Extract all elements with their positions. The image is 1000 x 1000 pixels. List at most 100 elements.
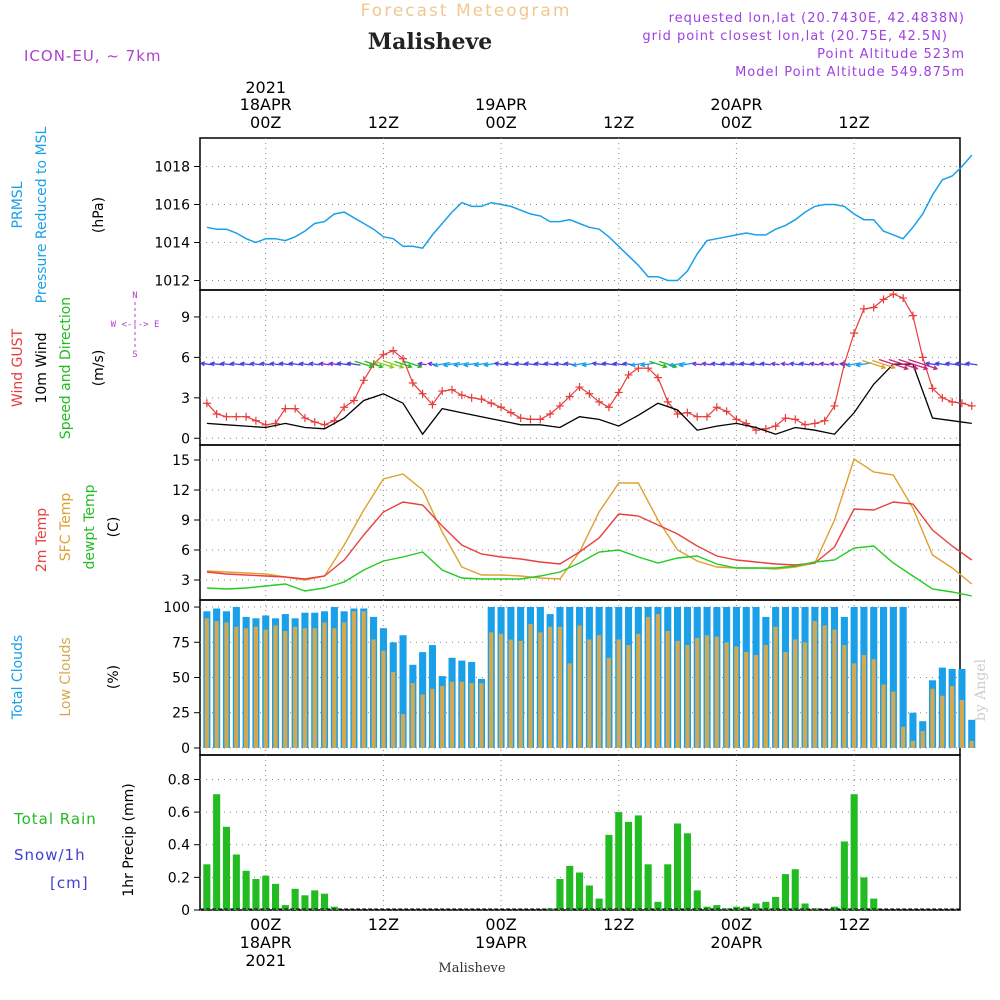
bar-rain: [213, 794, 221, 910]
temp-unit: (C): [106, 517, 122, 538]
tick-label-y: 0: [181, 903, 190, 919]
compass-n: N: [132, 291, 137, 301]
gust-point: [310, 418, 319, 427]
gust-point: [585, 389, 594, 398]
gust-point: [359, 376, 368, 385]
gust-point: [202, 399, 211, 408]
model-label: ICON-EU, ~ 7km: [24, 47, 162, 65]
wind-direction-arrow: [209, 361, 223, 367]
bar-rain: [634, 815, 642, 910]
bar-total-clouds: [909, 712, 917, 748]
gust-point: [546, 410, 555, 418]
gust-point: [957, 399, 966, 408]
watermark: by Angel: [973, 658, 989, 721]
bar-low-clouds: [606, 657, 611, 748]
bar-low-clouds: [616, 639, 621, 748]
bar-low-clouds: [763, 645, 768, 748]
tick-label-y: 3: [181, 391, 190, 407]
bar-rain: [801, 903, 809, 910]
wind-direction-arrow: [780, 361, 790, 367]
wind-direction-arrow: [239, 361, 252, 367]
gust-point: [908, 311, 917, 320]
wind-direction-arrow: [944, 361, 959, 367]
bar-low-clouds: [312, 628, 317, 748]
temp2m-label: 2m Temp: [34, 508, 50, 572]
bar-low-clouds: [675, 640, 680, 748]
gridpoint-location: grid point closest lon,lat (20.75E, 42.5…: [642, 29, 948, 44]
gust-point: [340, 403, 349, 412]
bar-low-clouds: [214, 621, 219, 748]
top-date-label: 20APR: [710, 95, 762, 114]
gust-point: [967, 401, 976, 410]
bar-low-clouds: [871, 659, 876, 748]
wind-direction-arrow: [770, 361, 780, 367]
bar-rain: [674, 823, 682, 910]
gust-point: [536, 415, 545, 424]
gust-point: [810, 419, 819, 428]
gust-point: [850, 329, 859, 338]
bar-rain: [791, 869, 799, 910]
gust-point: [438, 387, 447, 396]
bar-total-clouds: [899, 607, 907, 748]
bar-low-clouds: [391, 671, 396, 748]
wind-direction-arrow: [739, 361, 753, 367]
bar-low-clouds: [802, 642, 808, 748]
gust-point: [222, 412, 231, 421]
top-date-label: 19APR: [475, 95, 527, 114]
gust-point: [565, 392, 574, 401]
point-altitude: Point Altitude 523m: [817, 47, 965, 62]
wind-direction-arrow: [288, 361, 301, 367]
bar-low-clouds: [253, 626, 258, 748]
bar-rain: [556, 879, 564, 910]
wind-direction-arrow: [954, 361, 969, 367]
gust-point: [408, 379, 417, 387]
bar-low-clouds: [273, 625, 278, 748]
gust-point: [614, 388, 623, 397]
top-hour-label: 00Z: [485, 113, 516, 132]
bar-low-clouds: [665, 631, 670, 748]
bar-low-clouds: [901, 726, 906, 748]
bar-low-clouds: [950, 686, 955, 748]
gust-point: [428, 400, 437, 409]
snow-unit-label: [cm]: [50, 874, 89, 892]
sfc-temp-label: SFC Temp: [58, 493, 74, 562]
bar-rain: [772, 896, 780, 910]
bar-rain: [232, 854, 240, 910]
bar-low-clouds: [910, 740, 915, 748]
gust-point: [418, 389, 427, 398]
bar-rain: [625, 821, 633, 910]
wind-unit: (m/s): [91, 350, 107, 387]
gust-point: [732, 415, 741, 424]
bar-rain: [585, 885, 593, 910]
bar-low-clouds: [302, 628, 307, 748]
gust-point: [349, 396, 358, 405]
tick-label-y: 75: [172, 635, 190, 651]
bar-low-clouds: [263, 629, 268, 748]
gust-point: [281, 404, 290, 413]
bar-low-clouds: [420, 694, 425, 748]
bar-rain: [644, 864, 652, 910]
gust-point: [801, 420, 810, 429]
bar-low-clouds: [773, 626, 778, 748]
pressure-label-a: PRMSL: [10, 181, 26, 228]
wind-direction-arrow: [710, 361, 723, 367]
wind-10m-label: 10m Wind: [34, 332, 50, 403]
gust-point: [232, 412, 241, 421]
wind-direction-arrow: [394, 360, 413, 369]
bar-low-clouds: [852, 663, 857, 748]
wind-dir-label: Speed and Direction: [58, 297, 74, 439]
bar-rain: [203, 864, 211, 910]
gust-point: [673, 410, 682, 418]
bar-low-clouds: [832, 629, 837, 748]
tick-label-y: 1014: [154, 236, 190, 252]
gust-point: [722, 407, 731, 416]
top-hour-label: 12Z: [368, 113, 399, 132]
bar-rain: [703, 906, 711, 910]
wind-direction-arrow: [601, 361, 616, 367]
bar-low-clouds: [361, 611, 366, 748]
clouds-unit: (%): [106, 665, 122, 689]
bar-rain: [262, 875, 270, 910]
wind-direction-arrow: [749, 361, 762, 367]
wind-direction-arrow: [308, 361, 320, 367]
